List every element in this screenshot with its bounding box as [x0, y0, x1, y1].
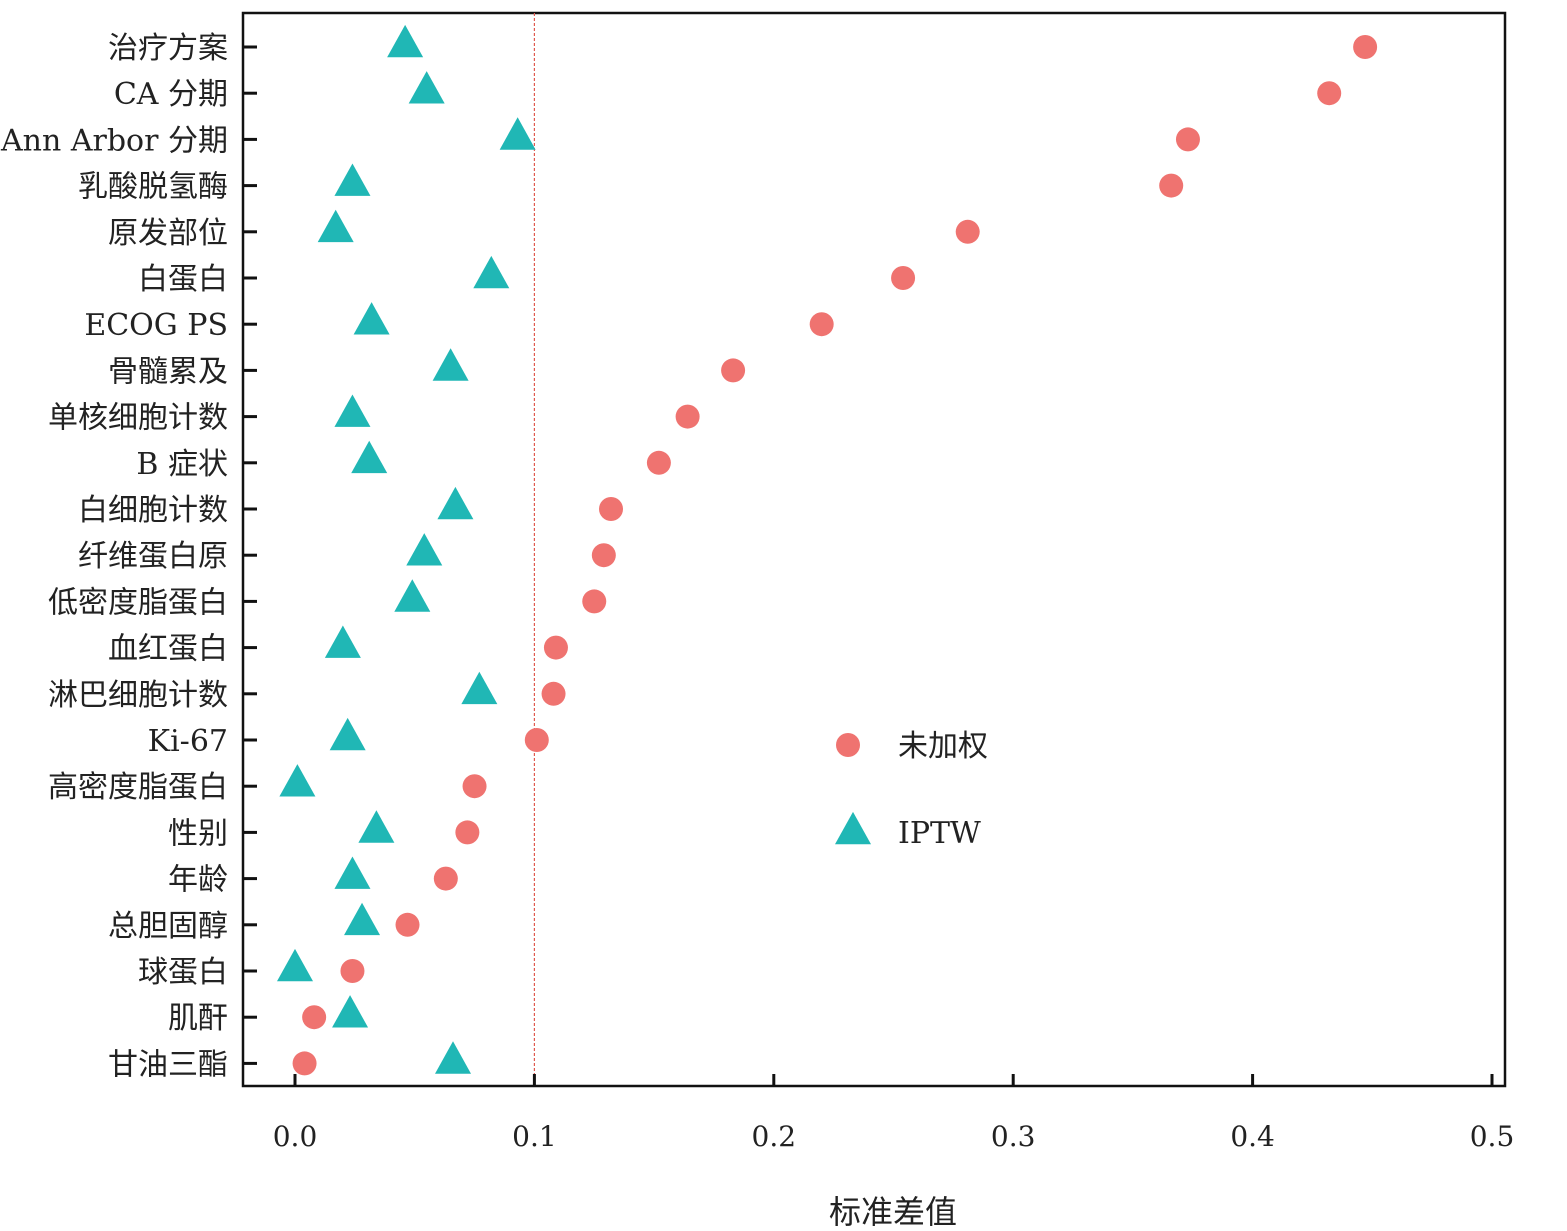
point-iptw [353, 302, 390, 335]
x-axis: 0.0 0.1 0.2 0.3 0.4 0.5 [273, 1074, 1515, 1153]
point-iptw [351, 440, 388, 474]
legend-label: 未加权 [898, 729, 988, 764]
point-unweighted [809, 312, 834, 337]
x-tick-label: 0.5 [1470, 1120, 1515, 1153]
series-layer [277, 24, 1378, 1076]
y-tick-label: 白蛋白 [138, 262, 228, 297]
point-unweighted [675, 404, 700, 429]
y-tick-label: 治疗方案 [108, 31, 228, 66]
y-tick-label: CA 分期 [114, 77, 228, 112]
point-unweighted [462, 774, 487, 799]
y-tick-label: 骨髓累及 [108, 354, 228, 389]
x-axis-title: 标准差值 [829, 1193, 957, 1231]
point-iptw [432, 348, 469, 381]
point-unweighted [340, 959, 365, 983]
y-tick-label: 肌酐 [168, 1001, 228, 1036]
point-unweighted [646, 450, 671, 475]
point-iptw [324, 625, 361, 658]
point-unweighted [1159, 173, 1184, 198]
point-iptw [461, 671, 498, 705]
y-tick-label: Ki-67 [148, 724, 228, 759]
point-iptw [394, 579, 431, 612]
y-tick-label: ECOG PS [84, 308, 228, 343]
point-unweighted [455, 820, 480, 845]
y-tick-label: 高密度脂蛋白 [48, 770, 228, 805]
point-unweighted [582, 589, 607, 614]
legend-marker-triangle [835, 811, 871, 845]
point-unweighted [541, 681, 566, 706]
point-iptw [358, 810, 395, 843]
y-tick-label: 淋巴细胞计数 [48, 678, 228, 713]
point-unweighted [599, 497, 624, 521]
x-tick-label: 0.3 [991, 1120, 1036, 1153]
point-iptw [334, 856, 371, 889]
point-unweighted [955, 219, 980, 244]
y-tick-label: 纤维蛋白原 [78, 539, 228, 574]
point-iptw [332, 995, 369, 1028]
point-unweighted [433, 866, 458, 891]
point-unweighted [1317, 81, 1342, 106]
x-tick-label: 0.0 [273, 1120, 318, 1153]
point-unweighted [292, 1051, 317, 1076]
point-iptw [437, 486, 474, 520]
point-iptw [334, 394, 371, 427]
point-iptw [499, 117, 536, 150]
y-tick-label: 乳酸脱氢酶 [78, 170, 228, 205]
y-tick-label: 性别 [168, 816, 228, 851]
point-unweighted [302, 1005, 327, 1030]
point-iptw [334, 163, 371, 196]
point-unweighted [721, 358, 746, 383]
point-iptw [435, 1041, 472, 1074]
point-iptw [473, 255, 510, 289]
y-tick-label: B 症状 [136, 447, 228, 482]
point-iptw [387, 24, 424, 58]
point-iptw [317, 209, 354, 243]
y-tick-label: Ann Arbor 分期 [0, 123, 228, 158]
x-tick-label: 0.4 [1230, 1120, 1275, 1153]
point-unweighted [891, 266, 916, 290]
point-iptw [277, 948, 313, 982]
y-tick-label: 球蛋白 [138, 955, 228, 990]
legend: 未加权 IPTW [835, 729, 988, 851]
x-tick-label: 0.2 [752, 1120, 797, 1153]
point-iptw [329, 717, 366, 751]
y-tick-label: 年龄 [168, 863, 228, 898]
point-unweighted [1353, 35, 1378, 59]
point-iptw [344, 902, 381, 936]
plot-frame [241, 11, 1507, 1088]
point-iptw [406, 533, 443, 566]
y-tick-label: 甘油三酯 [108, 1047, 228, 1082]
y-tick-label: 单核细胞计数 [48, 401, 228, 436]
y-tick-label: 低密度脂蛋白 [48, 585, 228, 620]
series-triangle [277, 24, 536, 1074]
point-unweighted [591, 543, 616, 568]
point-iptw [279, 764, 316, 797]
point-iptw [408, 71, 445, 104]
series-circle [292, 35, 1378, 1076]
y-tick-label: 总胆固醇 [108, 909, 228, 944]
point-unweighted [524, 728, 549, 752]
legend-label: IPTW [898, 816, 981, 851]
y-tick-label: 血红蛋白 [108, 632, 228, 667]
point-unweighted [395, 912, 420, 937]
point-unweighted [1175, 127, 1200, 152]
x-tick-label: 0.1 [512, 1120, 557, 1153]
y-tick-label: 白细胞计数 [78, 493, 228, 528]
point-unweighted [543, 635, 568, 660]
y-tick-label: 原发部位 [108, 216, 228, 251]
legend-marker-circle [836, 733, 860, 757]
